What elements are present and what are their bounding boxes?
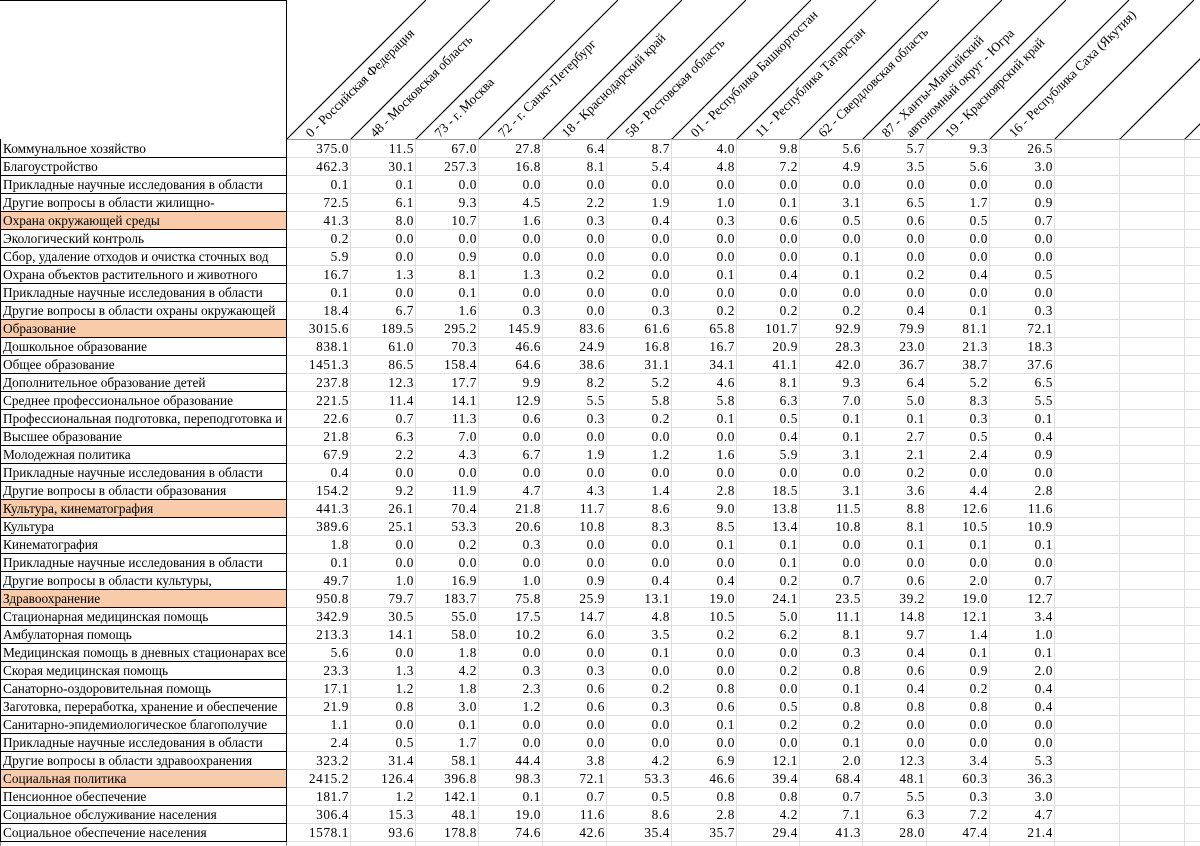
svg-text:0 - Российская Федерация: 0 - Российская Федерация (303, 25, 418, 140)
svg-text:18 - Краснодарский край: 18 - Краснодарский край (559, 30, 669, 140)
svg-text:01 - Республика Башкортостан: 01 - Республика Башкортостан (688, 7, 821, 140)
svg-text:87 - Ханты-Мансийский: 87 - Ханты-Мансийский (879, 32, 987, 140)
svg-text:16 - Республика Саха (Якутия): 16 - Республика Саха (Якутия) (1006, 7, 1139, 140)
